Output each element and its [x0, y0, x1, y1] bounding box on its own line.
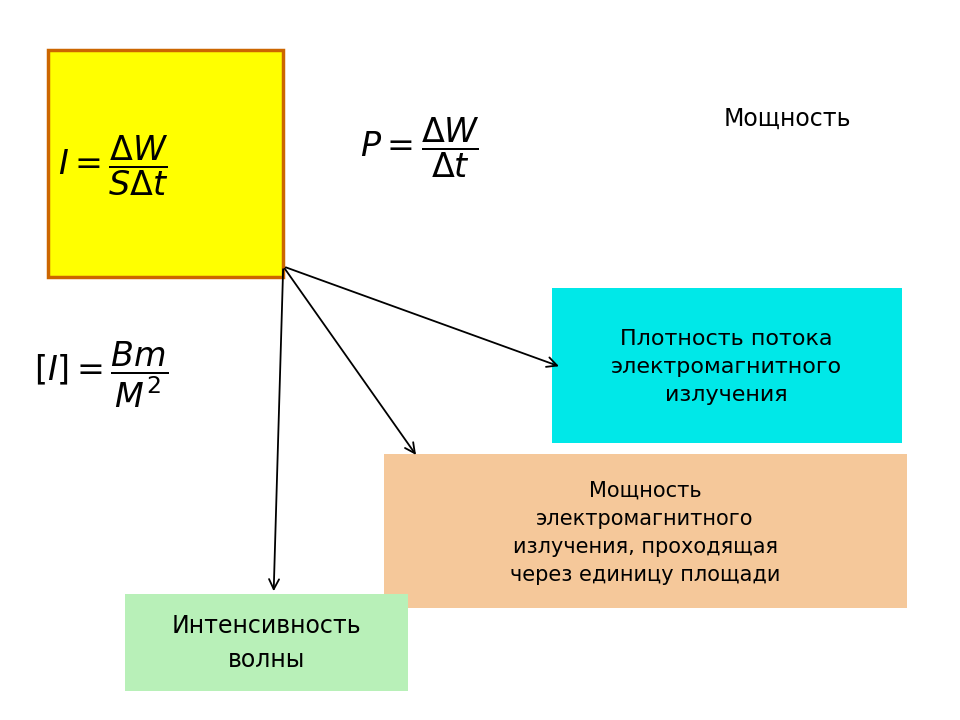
Text: Мощность: Мощность: [724, 107, 851, 131]
Text: $P = \dfrac{\Delta W}{\Delta t}$: $P = \dfrac{\Delta W}{\Delta t}$: [360, 115, 480, 180]
FancyBboxPatch shape: [125, 594, 408, 691]
FancyBboxPatch shape: [48, 50, 283, 277]
Text: Мощность
электромагнитного
излучения, проходящая
через единицу площади: Мощность электромагнитного излучения, пр…: [510, 481, 780, 585]
Text: $[I] = \dfrac{Bm}{M^{2}}$: $[I] = \dfrac{Bm}{M^{2}}$: [34, 339, 168, 410]
FancyBboxPatch shape: [552, 288, 902, 443]
FancyBboxPatch shape: [384, 454, 907, 608]
Text: Интенсивность
волны: Интенсивность волны: [172, 614, 362, 672]
Text: $I = \dfrac{\Delta W}{S\Delta t}$: $I = \dfrac{\Delta W}{S\Delta t}$: [58, 133, 169, 198]
Text: Плотность потока
электромагнитного
излучения: Плотность потока электромагнитного излуч…: [612, 329, 842, 405]
